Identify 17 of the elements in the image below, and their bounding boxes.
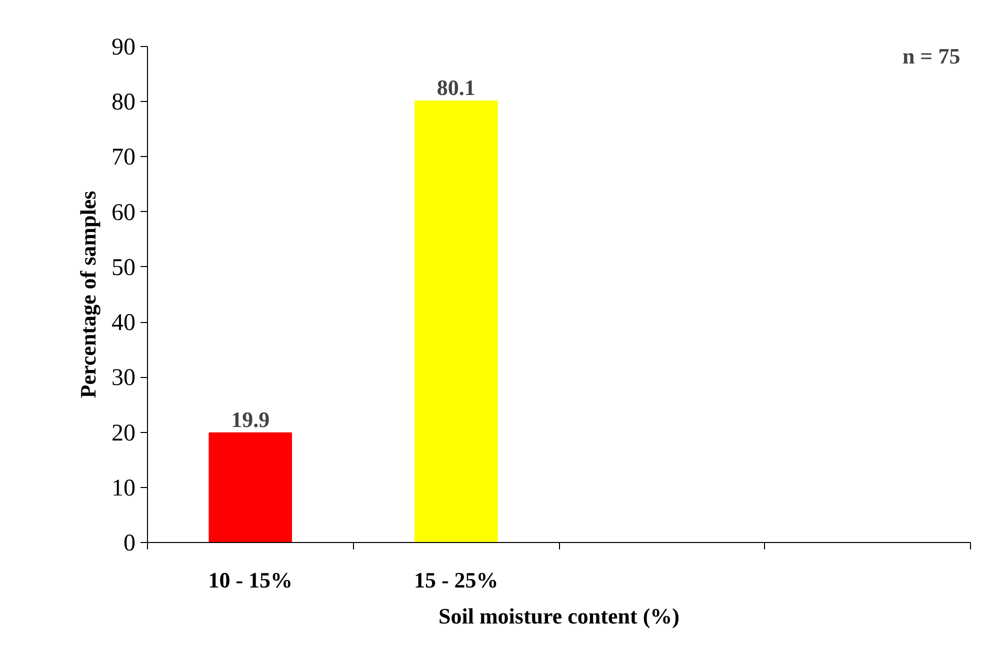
- y-tick-label: 20: [112, 420, 136, 446]
- y-tick-label: 90: [112, 34, 136, 60]
- y-axis-title: Percentage of samples: [76, 190, 100, 398]
- x-tick-label: 10 - 15%: [208, 568, 293, 592]
- annotation: n = 75: [902, 44, 960, 69]
- y-tick-label: 40: [112, 310, 136, 336]
- y-tick-label: 70: [112, 144, 136, 171]
- y-tick-label: 30: [112, 365, 136, 392]
- y-tick-label: 80: [112, 90, 136, 116]
- y-tick-label: 50: [112, 254, 136, 281]
- x-tick-label: 15 - 25%: [414, 568, 498, 592]
- y-tick-label: 60: [112, 200, 136, 226]
- x-axis-title: Soil moisture content (%): [438, 604, 680, 628]
- y-tick-label: 10: [112, 475, 136, 502]
- data-label: 19.9: [231, 406, 270, 432]
- data-label: 80.1: [436, 75, 476, 100]
- y-tick-label: 0: [124, 530, 136, 556]
